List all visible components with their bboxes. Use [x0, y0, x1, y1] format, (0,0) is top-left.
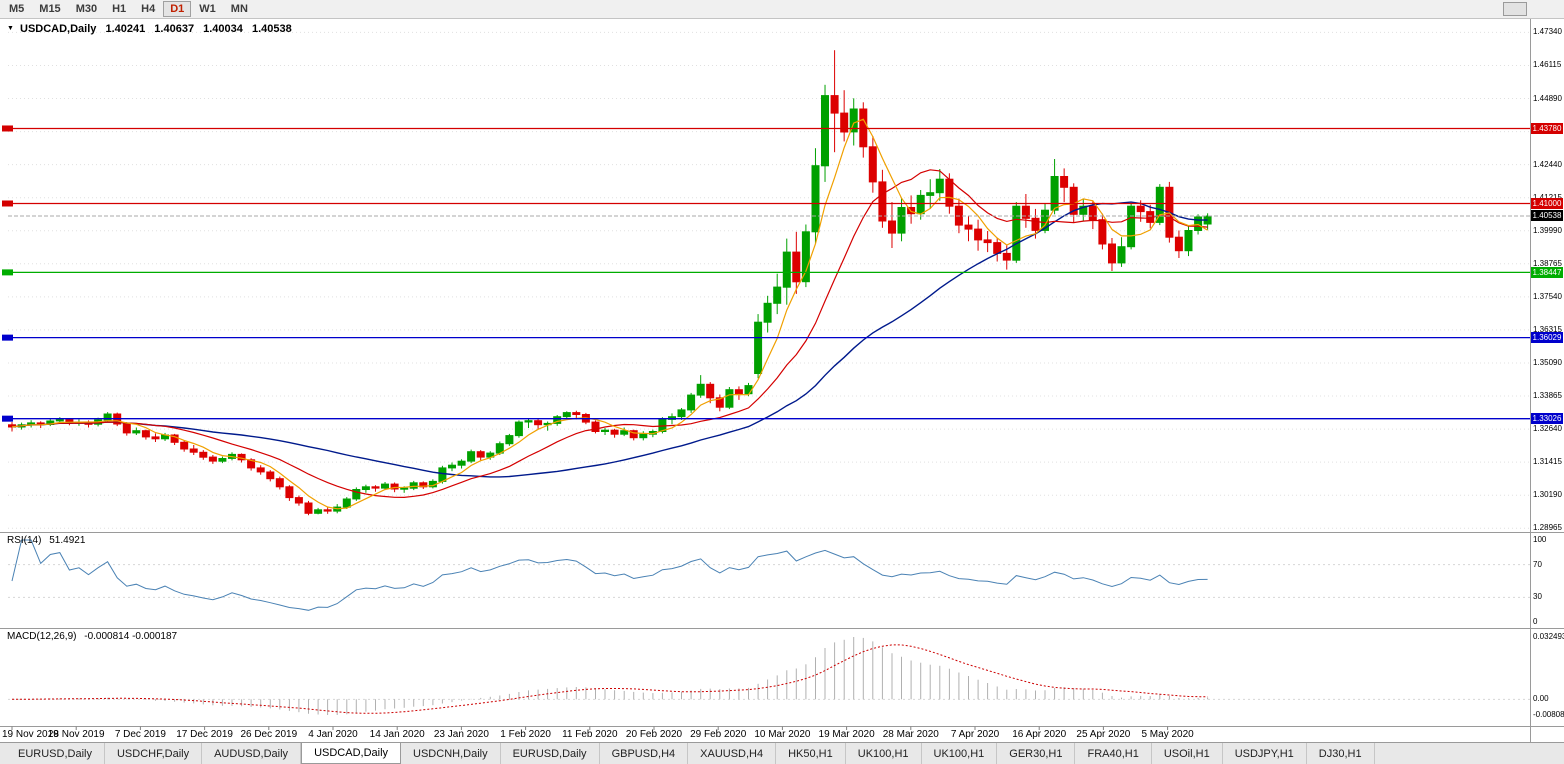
macd-panel-title: MACD(12,26,9) -0.000814 -0.000187: [7, 631, 182, 642]
panel-separators[interactable]: [0, 18, 1564, 742]
rsi-panel-title: RSI(14) 51.4921: [7, 535, 90, 546]
chart-symbol-label: USDCAD,Daily: [20, 23, 97, 35]
price-gridlines: [8, 31, 1530, 529]
chart-tab-ger30-h1[interactable]: GER30,H1: [997, 743, 1076, 764]
chart-tab-eurusd-daily[interactable]: EURUSD,Daily: [501, 743, 600, 764]
timeframe-button-m15[interactable]: M15: [39, 3, 61, 15]
chart-tab-usdcad-daily[interactable]: USDCAD,Daily: [301, 743, 402, 764]
chart-tab-eurusd-daily[interactable]: EURUSD,Daily: [6, 743, 105, 764]
chart-tab-usdcnh-daily[interactable]: USDCNH,Daily: [401, 743, 501, 764]
chart-tab-usdjpy-h1[interactable]: USDJPY,H1: [1223, 743, 1307, 764]
rsi-indicator: [8, 539, 1530, 611]
timeframe-button-h1[interactable]: H1: [112, 3, 127, 15]
candlesticks: [8, 50, 1212, 516]
moving-average-lines: [11, 118, 1208, 510]
chart-tab-uk100-h1[interactable]: UK100,H1: [922, 743, 998, 764]
timeframe-toolbar: M5 M15 M30 H1 H4 D1 W1 MN: [0, 0, 1564, 19]
timeframe-button-mn[interactable]: MN: [230, 3, 248, 15]
chart-menu-arrow-icon[interactable]: ▼: [7, 25, 14, 32]
chart-tab-audusd-daily[interactable]: AUDUSD,Daily: [202, 743, 302, 764]
chart-tab-usdchf-daily[interactable]: USDCHF,Daily: [105, 743, 203, 764]
timeframe-button-m5[interactable]: M5: [9, 3, 25, 15]
timeframe-button-d1[interactable]: D1: [163, 1, 192, 17]
macd-indicator-values: -0.000814 -0.000187: [84, 631, 178, 642]
ohlc-close: 1.40538: [251, 23, 292, 35]
macd-indicator: [8, 637, 1530, 715]
toolbar-extra-button[interactable]: [1503, 2, 1527, 16]
chart-tab-dj30-h1[interactable]: DJ30,H1: [1307, 743, 1375, 764]
chart-tab-xauusd-h4[interactable]: XAUUSD,H4: [688, 743, 777, 764]
ohlc-high: 1.40637: [154, 23, 195, 35]
chart-tabs-bar: EURUSD,Daily USDCHF,Daily AUDUSD,Daily USDC…: [0, 742, 1564, 764]
chart-header: ▼ USDCAD,Daily 1.40241 1.40637 1.40034 1…: [7, 23, 298, 35]
chart-tab-hk50-h1[interactable]: HK50,H1: [776, 743, 846, 764]
macd-indicator-name: MACD(12,26,9): [7, 631, 77, 642]
chart-tab-usoil-h1[interactable]: USOil,H1: [1152, 743, 1223, 764]
ohlc-open: 1.40241: [105, 23, 146, 35]
chart-tab-gbpusd-h4[interactable]: GBPUSD,H4: [600, 743, 689, 764]
timeframe-button-group: M5 M15 M30 H1 H4 D1 W1 MN: [0, 1, 255, 17]
rsi-indicator-value: 51.4921: [49, 535, 86, 546]
horizontal-level-lines[interactable]: [2, 125, 1530, 422]
ohlc-low: 1.40034: [203, 23, 243, 35]
date-axis-ticks: [11, 726, 1169, 730]
chart-tab-uk100-h1[interactable]: UK100,H1: [846, 743, 922, 764]
rsi-indicator-name: RSI(14): [7, 535, 42, 546]
chart-tab-fra40-h1[interactable]: FRA40,H1: [1075, 743, 1152, 764]
timeframe-button-w1[interactable]: W1: [199, 3, 216, 15]
timeframe-button-m30[interactable]: M30: [75, 3, 98, 15]
timeframe-button-h4[interactable]: H4: [141, 3, 156, 15]
